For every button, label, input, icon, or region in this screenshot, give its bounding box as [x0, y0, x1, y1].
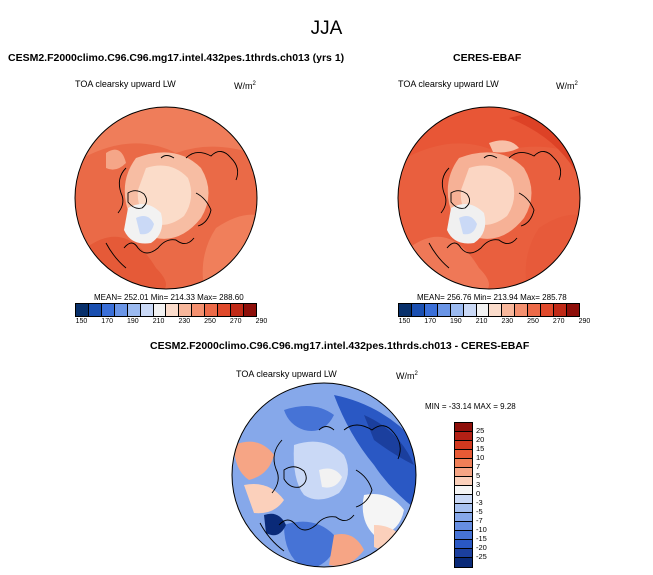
- panel-1-variable-label: TOA clearsky upward LW: [75, 79, 176, 89]
- colorbar-tick-label: 5: [476, 471, 481, 480]
- colorbar-swatch: [455, 540, 472, 549]
- panel-2-stats: MEAN= 256.76 Min= 213.94 Max= 285.78: [417, 293, 567, 302]
- panel-3-stats: MIN = -33.14 MAX = 9.28: [425, 402, 516, 411]
- colorbar-swatch: [455, 441, 472, 450]
- colorbar-tick-label: -7: [476, 516, 483, 525]
- colorbar-tick-label: 170: [101, 318, 113, 325]
- colorbar-swatch: [455, 549, 472, 558]
- colorbar-swatch: [502, 304, 516, 316]
- colorbar-swatch: [437, 304, 451, 316]
- colorbar-swatch: [455, 432, 472, 441]
- colorbar-swatch: [411, 304, 425, 316]
- page-title: JJA: [310, 18, 343, 39]
- colorbar-tick-label: 10: [476, 453, 485, 462]
- colorbar-tick-label: 230: [501, 318, 514, 325]
- panel-2-title: CERES-EBAF: [453, 52, 522, 64]
- colorbar-swatch: [231, 304, 244, 316]
- colorbar-tick-label: 270: [229, 318, 242, 325]
- colorbar-swatch: [218, 304, 232, 316]
- colorbar-tick-label: -10: [476, 525, 487, 534]
- colorbar-tick-label: 150: [398, 318, 411, 325]
- panel-3-polar-map: [231, 382, 417, 568]
- panel-1-colorbar-ticks: 150 170 190 210 230 250 270 290: [75, 318, 268, 328]
- colorbar-swatch: [455, 459, 472, 468]
- panel-3-variable-label: TOA clearsky upward LW: [236, 369, 337, 379]
- colorbar-tick-label: -15: [476, 534, 487, 543]
- colorbar-swatch: [528, 304, 542, 316]
- colorbar-tick-label: 270: [552, 318, 565, 325]
- colorbar-tick-label: 250: [204, 318, 216, 325]
- colorbar-tick-label: 190: [127, 318, 139, 325]
- colorbar-swatch: [455, 504, 472, 513]
- panel-1-units: W/m2: [234, 81, 256, 91]
- colorbar-swatch: [541, 304, 555, 316]
- colorbar-tick-label: -5: [476, 507, 483, 516]
- colorbar-tick-label: 290: [578, 318, 591, 325]
- panel-2-units: W/m2: [556, 81, 578, 91]
- colorbar-swatch: [153, 304, 167, 316]
- panel-1-stats: MEAN= 252.01 Min= 214.33 Max= 288.60: [94, 293, 244, 302]
- colorbar-tick-label: 3: [476, 480, 481, 489]
- colorbar-swatch: [455, 558, 472, 567]
- colorbar-swatch: [515, 304, 529, 316]
- colorbar-tick-label: 25: [476, 426, 485, 435]
- colorbar-tick-label: 0: [476, 489, 481, 498]
- panel-2-colorbar: [398, 303, 580, 317]
- colorbar-tick-label: 15: [476, 444, 485, 453]
- colorbar-swatch: [455, 468, 472, 477]
- colorbar-swatch: [455, 513, 472, 522]
- colorbar-tick-label: 190: [450, 318, 462, 325]
- colorbar-swatch: [554, 304, 567, 316]
- colorbar-swatch: [76, 304, 89, 316]
- panel-1-colorbar: [75, 303, 257, 317]
- colorbar-tick-label: -20: [476, 543, 487, 552]
- colorbar-swatch: [450, 304, 464, 316]
- colorbar-swatch: [489, 304, 503, 316]
- colorbar-tick-label: 210: [152, 318, 165, 325]
- colorbar-swatch: [455, 423, 472, 432]
- colorbar-tick-label: 230: [178, 318, 191, 325]
- colorbar-swatch: [114, 304, 128, 316]
- colorbar-tick-label: -3: [476, 498, 483, 507]
- colorbar-swatch: [424, 304, 438, 316]
- colorbar-swatch: [88, 304, 102, 316]
- colorbar-swatch: [243, 304, 256, 316]
- colorbar-swatch: [127, 304, 141, 316]
- colorbar-swatch: [455, 531, 472, 540]
- colorbar-tick-label: 250: [527, 318, 539, 325]
- panel-3-colorbar: [454, 422, 473, 568]
- colorbar-swatch: [566, 304, 579, 316]
- panel-2-variable-label: TOA clearsky upward LW: [398, 79, 499, 89]
- colorbar-tick-label: 7: [476, 462, 481, 471]
- colorbar-swatch: [455, 495, 472, 504]
- colorbar-tick-label: -25: [476, 552, 487, 561]
- colorbar-tick-label: 150: [75, 318, 88, 325]
- colorbar-swatch: [455, 522, 472, 531]
- panel-2-polar-map: [397, 106, 581, 290]
- colorbar-swatch: [463, 304, 477, 316]
- panel-3-units: W/m2: [396, 371, 418, 381]
- colorbar-swatch: [166, 304, 180, 316]
- colorbar-swatch: [179, 304, 193, 316]
- colorbar-tick-label: 290: [255, 318, 268, 325]
- colorbar-swatch: [455, 477, 472, 486]
- colorbar-tick-label: 210: [475, 318, 488, 325]
- colorbar-swatch: [455, 450, 472, 459]
- colorbar-swatch: [455, 486, 472, 495]
- colorbar-swatch: [476, 304, 490, 316]
- colorbar-swatch: [192, 304, 206, 316]
- colorbar-swatch: [399, 304, 412, 316]
- colorbar-tick-label: 170: [424, 318, 436, 325]
- panel-3-colorbar-ticks: 25 20 15 10 7 5 3 0 -3 -5 -7 -10 -15 -20 -25: [476, 422, 506, 568]
- colorbar-swatch: [140, 304, 154, 316]
- panel-3-title: CESM2.F2000climo.C96.C96.mg17.intel.432p…: [150, 340, 530, 352]
- panel-1-polar-map: [74, 106, 258, 290]
- colorbar-swatch: [101, 304, 115, 316]
- colorbar-tick-label: 20: [476, 435, 485, 444]
- panel-2-colorbar-ticks: 150 170 190 210 230 250 270 290: [398, 318, 591, 328]
- colorbar-swatch: [205, 304, 219, 316]
- panel-1-title: CESM2.F2000climo.C96.C96.mg17.intel.432p…: [8, 52, 345, 64]
